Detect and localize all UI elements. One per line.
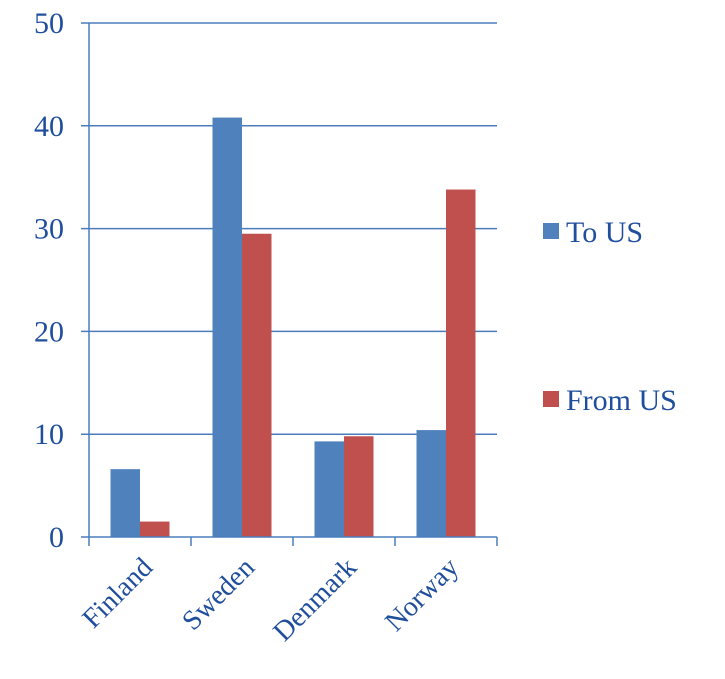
legend-swatch bbox=[543, 391, 559, 407]
bar bbox=[140, 521, 170, 537]
bar bbox=[212, 117, 242, 538]
y-tick-label: 40 bbox=[34, 110, 64, 143]
legend-label: To US bbox=[566, 216, 643, 249]
y-tick-label: 30 bbox=[34, 213, 64, 246]
x-tick-labels: Finland Sweden Denmark Norway bbox=[77, 552, 465, 648]
x-tick-label: Denmark bbox=[267, 552, 363, 648]
legend-swatch bbox=[543, 223, 559, 239]
legend-label: From US bbox=[566, 384, 677, 417]
y-tick-labels: 0 10 20 30 40 50 bbox=[34, 7, 64, 554]
y-tick-label: 50 bbox=[34, 7, 64, 40]
legend: To US From US bbox=[543, 216, 677, 417]
y-tick-label: 10 bbox=[34, 418, 64, 451]
y-tick-label: 20 bbox=[34, 315, 64, 348]
y-tick-label: 0 bbox=[49, 521, 64, 554]
gridlines bbox=[81, 22, 497, 435]
x-tick-label: Norway bbox=[379, 552, 465, 638]
bar bbox=[242, 233, 272, 538]
bars bbox=[110, 117, 476, 538]
bar bbox=[446, 189, 476, 537]
bar bbox=[314, 441, 344, 537]
bar bbox=[110, 469, 140, 537]
x-tick-label: Finland bbox=[77, 552, 159, 634]
bar bbox=[416, 430, 446, 537]
axes bbox=[81, 23, 498, 546]
x-tick-label: Sweden bbox=[176, 552, 261, 637]
bar bbox=[344, 436, 374, 537]
